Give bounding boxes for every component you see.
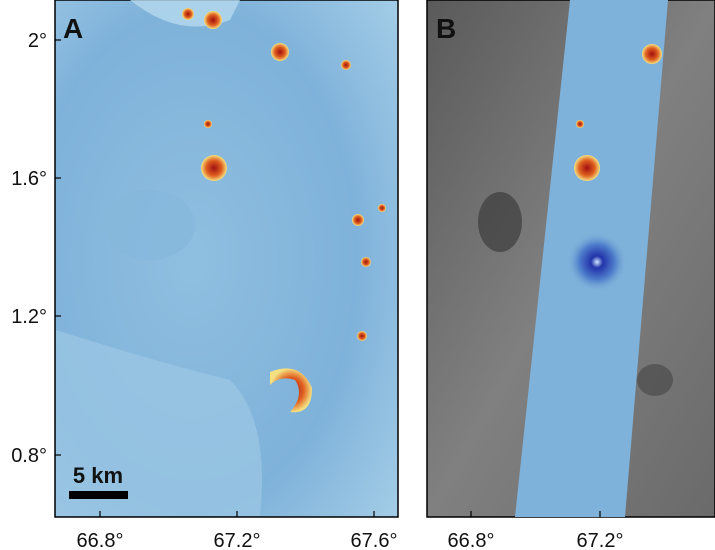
hotspot	[204, 11, 222, 29]
hotspot	[201, 155, 227, 181]
hotspot	[182, 8, 194, 20]
hotspot	[204, 120, 212, 128]
hotspot	[341, 60, 351, 70]
panel-b: B 66.8° 67.2°	[426, 0, 715, 550]
x-tick-label: 66.8°	[77, 530, 124, 550]
x-tick-label: 67.2°	[577, 530, 624, 550]
hotspot	[642, 44, 662, 64]
y-tick-label: 1.2°	[11, 306, 47, 328]
hotspot	[378, 204, 386, 212]
hotspot	[270, 368, 312, 413]
crater	[478, 192, 522, 252]
scale-bar	[69, 491, 128, 499]
hotspot	[352, 214, 364, 226]
x-tick-label: 67.6°	[351, 530, 398, 550]
crater	[637, 364, 673, 396]
hotspot	[357, 331, 367, 341]
y-tick-label: 0.8°	[11, 445, 47, 467]
hotspot	[576, 120, 584, 128]
x-tick-label: 67.2°	[214, 530, 261, 550]
hotspot	[361, 257, 371, 267]
panel-a: A 5 km 66.8° 67.2° 67.6° 2° 1.6° 1.2° 0.…	[11, 0, 399, 550]
panel-label: B	[436, 13, 456, 44]
panel-label: A	[63, 13, 83, 44]
x-tick-label: 66.8°	[448, 530, 495, 550]
y-tick-label: 1.6°	[11, 168, 47, 190]
hotspot	[271, 43, 289, 61]
hotspot	[574, 155, 600, 181]
terrain	[105, 190, 195, 260]
scale-label: 5 km	[73, 463, 123, 488]
blue-spot	[567, 232, 627, 292]
y-tick-label: 2°	[28, 30, 47, 52]
terrain	[56, 330, 262, 516]
